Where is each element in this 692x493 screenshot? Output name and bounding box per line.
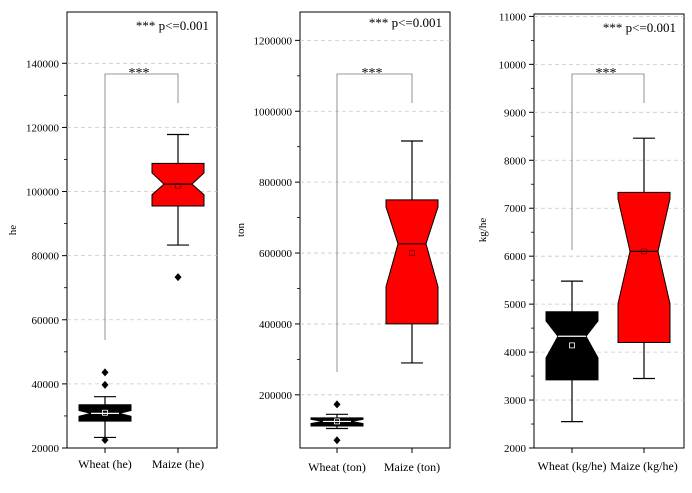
y-tick-label: 60000 xyxy=(32,315,60,327)
bracket-line xyxy=(336,73,413,372)
bracket-line xyxy=(571,73,645,250)
mean-marker xyxy=(334,418,340,425)
box-wheat xyxy=(310,400,364,445)
boxes xyxy=(78,133,205,444)
box-maize xyxy=(617,137,671,380)
significance-note: *** p<=0.001 xyxy=(136,18,209,33)
y-tick-label: 1200000 xyxy=(254,35,293,47)
y-tick-label: 2000 xyxy=(504,443,527,455)
bracket-stars: *** xyxy=(596,66,617,81)
y-tick-label: 5000 xyxy=(504,299,527,311)
outlier-point xyxy=(101,380,109,389)
y-axis-label: he xyxy=(7,225,19,236)
notched-box xyxy=(545,311,599,381)
y-tick-label: 11000 xyxy=(499,11,527,23)
x-tick-label-wheat: Wheat (he) xyxy=(78,457,132,471)
mean-marker xyxy=(175,182,181,189)
y-tick-label: 120000 xyxy=(26,122,60,134)
notched-box xyxy=(385,199,439,325)
mean-marker xyxy=(102,409,108,416)
y-tick-label: 3000 xyxy=(504,395,527,407)
mean-marker xyxy=(409,250,415,256)
mean-marker xyxy=(569,342,575,349)
outlier-point xyxy=(101,368,109,377)
y-axis-label: kg/he xyxy=(477,218,489,243)
bracket-stars: *** xyxy=(129,66,150,81)
y-tick-label: 600000 xyxy=(259,248,293,260)
y-tick-label: 6000 xyxy=(504,251,527,263)
x-tick-label-wheat: Wheat (ton) xyxy=(308,460,366,474)
significance-bracket xyxy=(571,73,645,250)
box-maize xyxy=(151,133,205,282)
y-tick-label: 800000 xyxy=(259,177,293,189)
significance-note: *** p<=0.001 xyxy=(603,20,676,35)
boxes xyxy=(310,140,439,445)
mean-marker xyxy=(641,248,647,255)
plot-frame xyxy=(533,13,685,449)
y-tick-label: 40000 xyxy=(32,379,60,391)
y-tick-label: 140000 xyxy=(26,58,60,70)
y-tick-label: 100000 xyxy=(26,187,60,199)
boxes xyxy=(545,137,671,423)
box-wheat xyxy=(545,280,599,423)
bracket-line xyxy=(104,73,179,340)
box-wheat xyxy=(78,368,132,444)
panel-he: 20000 40000 60000 80000 100000 120000 140000 h… xyxy=(7,11,218,471)
panel-ton: 200000 400000 600000 800000 1000000 1200000 t… xyxy=(235,11,451,474)
y-axis-ticks: 20000 40000 60000 80000 100000 120000 140000 xyxy=(26,58,179,455)
significance-bracket xyxy=(336,73,413,372)
y-tick-label: 80000 xyxy=(32,251,60,263)
y-tick-label: 9000 xyxy=(504,107,527,119)
outlier-point xyxy=(101,435,109,444)
panel-kg-he: 2000 3000 4000 5000 6000 7000 8000 9000 10000 110… xyxy=(477,11,685,473)
y-axis-ticks: 2000 3000 4000 5000 6000 7000 8000 9000 10000 110… xyxy=(499,11,645,455)
y-tick-label: 400000 xyxy=(259,319,293,331)
y-axis-label: ton xyxy=(235,222,247,237)
notched-box xyxy=(617,191,671,343)
y-tick-label: 200000 xyxy=(259,390,293,402)
y-tick-label: 8000 xyxy=(504,155,527,167)
plot-frame xyxy=(66,11,218,449)
y-tick-label: 20000 xyxy=(32,443,60,455)
significance-bracket xyxy=(104,73,179,340)
box-maize xyxy=(385,140,439,364)
x-tick-label-maize: Maize (ton) xyxy=(384,460,440,474)
y-axis-ticks: 200000 400000 600000 800000 1000000 1200000 xyxy=(254,35,413,453)
bracket-stars: *** xyxy=(362,66,383,81)
outlier-point xyxy=(333,400,341,409)
y-tick-label: 7000 xyxy=(504,203,527,215)
x-tick-label-maize: Maize (kg/he) xyxy=(610,459,678,473)
plot-frame xyxy=(299,11,451,449)
y-tick-label: 1000000 xyxy=(254,106,293,118)
x-tick-label-maize: Maize (he) xyxy=(152,457,204,471)
grid-lines xyxy=(67,62,217,385)
y-tick-label: 4000 xyxy=(504,347,527,359)
y-tick-label: 10000 xyxy=(499,59,527,71)
grid-lines xyxy=(300,39,450,396)
x-tick-label-wheat: Wheat (kg/he) xyxy=(538,459,607,473)
outlier-point xyxy=(333,436,341,445)
significance-note: *** p<=0.001 xyxy=(369,15,442,30)
outlier-point xyxy=(174,273,182,282)
